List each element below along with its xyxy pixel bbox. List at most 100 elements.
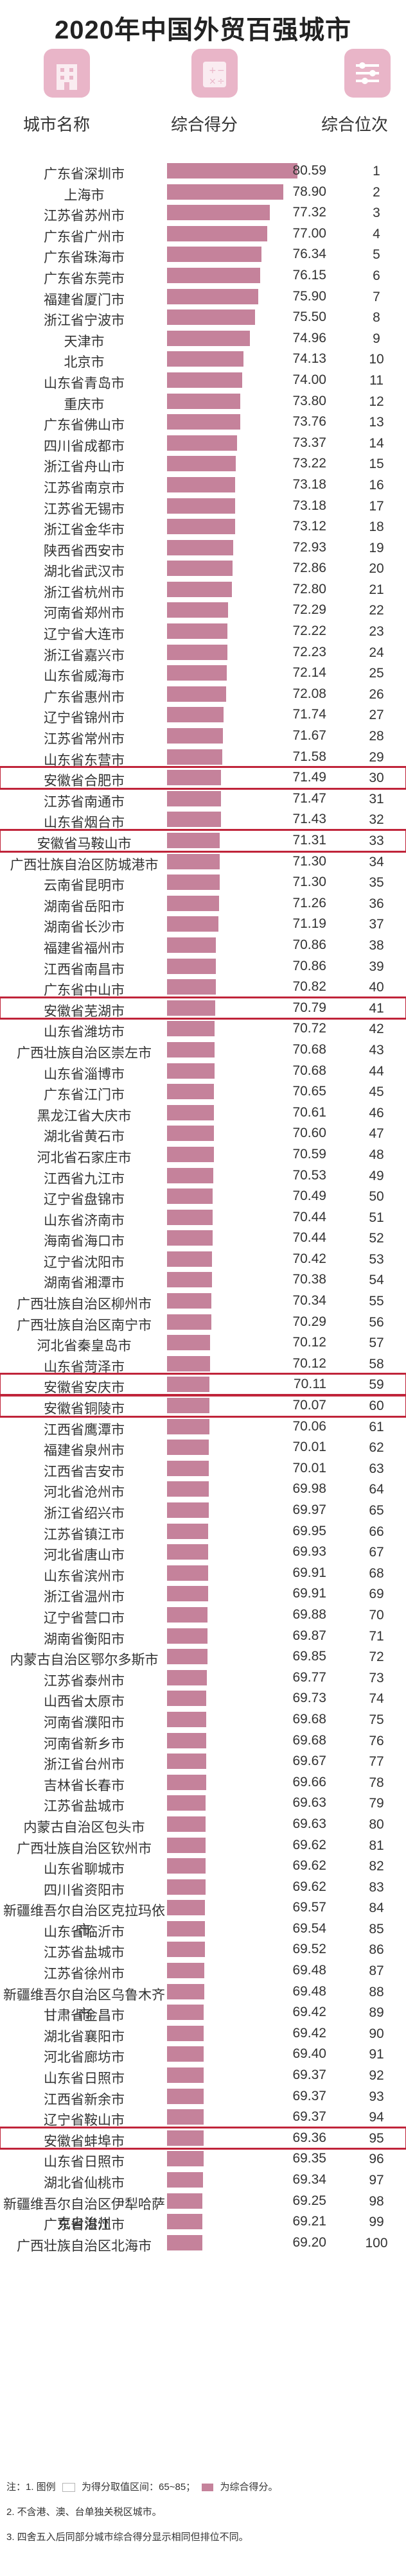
score-bar-track: 69.97 <box>167 1502 334 1518</box>
score-value: 71.74 <box>292 707 326 722</box>
score-value: 69.37 <box>292 2067 326 2083</box>
score-value: 69.42 <box>292 2005 326 2020</box>
score-bar-track: 69.67 <box>167 1754 334 1770</box>
score-bar-track: 71.58 <box>167 749 334 765</box>
rank-value: 40 <box>369 980 384 995</box>
city-name: 江西省新余市 <box>44 2092 125 2107</box>
rank-value: 86 <box>369 1942 384 1958</box>
city-name: 湖南省湘潭市 <box>44 1276 125 1291</box>
city-name: 广西壮族自治区北海市 <box>17 2238 152 2254</box>
score-bar <box>167 2005 204 2021</box>
score-bar <box>167 686 227 702</box>
city-name: 辽宁省营口市 <box>44 1610 125 1626</box>
table-row: 吉林省长春市 69.66 78 <box>0 1772 406 1793</box>
rank-value: 11 <box>369 372 384 388</box>
city-name: 陕西省西安市 <box>44 543 125 559</box>
score-bar <box>167 1774 206 1790</box>
rank-value: 23 <box>369 624 384 640</box>
rank-value: 83 <box>369 1879 384 1895</box>
score-bar <box>167 1481 209 1497</box>
rank-value: 98 <box>369 2193 384 2209</box>
score-value: 71.47 <box>292 790 326 806</box>
table-row: 江西省吉安市 70.01 63 <box>0 1458 406 1479</box>
table-row: 山东省菏泽市 70.12 58 <box>0 1353 406 1375</box>
score-bar <box>167 1335 210 1351</box>
score-bar-track: 70.01 <box>167 1460 334 1476</box>
city-name: 辽宁省大连市 <box>44 627 125 643</box>
score-value: 70.49 <box>292 1188 326 1204</box>
score-bar-track: 70.12 <box>167 1355 334 1371</box>
score-value: 69.73 <box>292 1691 326 1706</box>
note-3: 3. 四舍五入后同部分城市综合得分显示相同但排位不同。 <box>6 2532 249 2543</box>
rank-value: 66 <box>369 1524 384 1539</box>
header-rank: 综合位次 <box>321 115 389 134</box>
rank-value: 78 <box>369 1775 384 1790</box>
table-row: 广东省江门市 70.65 45 <box>0 1081 406 1102</box>
rank-value: 9 <box>373 331 380 346</box>
rank-value: 79 <box>369 1796 384 1811</box>
score-value: 70.61 <box>292 1104 326 1120</box>
score-value: 69.48 <box>292 1983 326 1999</box>
rank-value: 48 <box>369 1147 384 1162</box>
table-row: 辽宁省沈阳市 70.42 53 <box>0 1249 406 1270</box>
city-name: 河南省郑州市 <box>44 606 125 622</box>
rank-value: 30 <box>369 770 384 786</box>
score-bar-track: 73.37 <box>167 435 334 451</box>
city-name: 山西省太原市 <box>44 1694 125 1710</box>
score-bar-track: 69.73 <box>167 1691 334 1707</box>
city-name: 浙江省金华市 <box>44 523 125 538</box>
city-name: 广东省广州市 <box>44 229 125 245</box>
rank-value: 99 <box>369 2215 384 2230</box>
score-value: 69.52 <box>292 1942 326 1957</box>
score-bar-track: 72.93 <box>167 539 334 555</box>
score-bar <box>167 707 224 723</box>
score-bar <box>167 2025 204 2041</box>
table-row: 云南省昆明市 71.30 35 <box>0 872 406 893</box>
table-row: 山东省日照市 69.37 92 <box>0 2065 406 2086</box>
score-bar-track: 73.12 <box>167 519 334 535</box>
rank-value: 27 <box>369 708 384 723</box>
score-bar-track: 69.54 <box>167 1920 334 1936</box>
score-bar <box>167 1126 214 1142</box>
table-row: 四川省资阳市 69.62 83 <box>0 1877 406 1898</box>
city-name: 江苏省盐城市 <box>44 1799 125 1815</box>
city-name: 河北省唐山市 <box>44 1548 125 1563</box>
city-name: 重庆市 <box>64 397 105 412</box>
table-row: 辽宁省锦州市 71.74 27 <box>0 704 406 726</box>
table-row: 福建省厦门市 75.90 7 <box>0 286 406 308</box>
table-row: 内蒙古自治区包头市 69.63 80 <box>0 1814 406 1835</box>
score-bar <box>167 288 258 304</box>
city-name: 山东省威海市 <box>44 669 125 684</box>
score-value: 71.30 <box>292 875 326 890</box>
note-1: 注：1. 图例 为得分取值区间：65~85； 为综合得分。 <box>6 2480 405 2493</box>
city-name: 广东省江门市 <box>44 1088 125 1103</box>
table-row: 河南省濮阳市 69.68 75 <box>0 1709 406 1730</box>
table-row: 河南省新乡市 69.68 76 <box>0 1730 406 1752</box>
table-row: 江西省南昌市 70.86 39 <box>0 956 406 977</box>
table-row: 江苏省常州市 71.67 28 <box>0 726 406 747</box>
score-value: 72.23 <box>292 644 326 659</box>
rank-value: 69 <box>369 1587 384 1602</box>
score-bar-track: 72.23 <box>167 644 334 660</box>
rank-value: 46 <box>369 1105 384 1120</box>
score-bar-track: 77.00 <box>167 225 334 241</box>
rank-value: 49 <box>369 1168 384 1183</box>
score-bar-track: 70.06 <box>167 1418 334 1434</box>
score-value: 76.15 <box>292 267 326 283</box>
score-bar-track: 70.29 <box>167 1314 334 1330</box>
score-bar <box>167 875 220 891</box>
score-value: 72.22 <box>292 623 326 639</box>
table-row: 广东省惠州市 72.08 26 <box>0 684 406 705</box>
score-bar <box>167 1606 208 1623</box>
table-row: 浙江省杭州市 72.80 21 <box>0 579 406 600</box>
score-bar-track: 73.22 <box>167 456 334 472</box>
rank-value: 38 <box>369 937 384 953</box>
score-bar <box>167 393 241 409</box>
score-bar <box>167 1000 216 1016</box>
score-bar-track: 69.25 <box>167 2193 334 2209</box>
score-value: 69.35 <box>292 2151 326 2166</box>
table-row: 安徽省安庆市 70.11 59 <box>0 1373 406 1397</box>
rank-value: 15 <box>369 457 384 472</box>
score-bar <box>167 309 255 326</box>
score-value: 70.59 <box>292 1146 326 1162</box>
